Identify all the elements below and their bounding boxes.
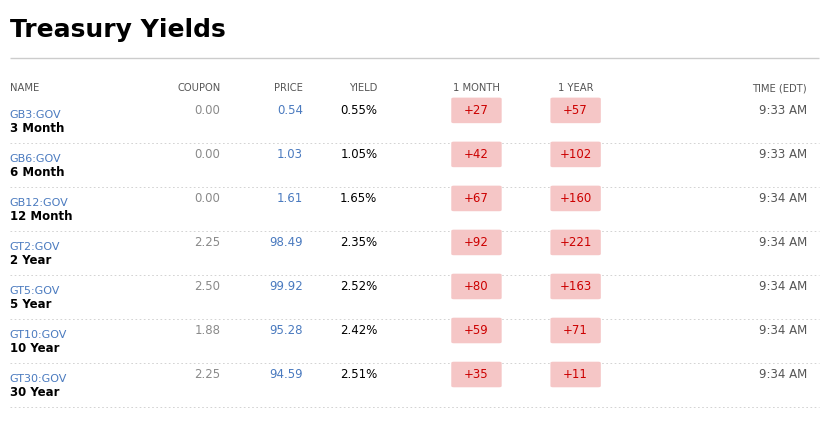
- Text: 1 YEAR: 1 YEAR: [557, 83, 593, 93]
- Text: 6 Month: 6 Month: [10, 166, 64, 179]
- Text: 10 Year: 10 Year: [10, 342, 59, 355]
- Text: GT2:GOV: GT2:GOV: [10, 242, 60, 252]
- Text: +71: +71: [562, 324, 587, 337]
- Text: 2.35%: 2.35%: [339, 236, 377, 249]
- FancyBboxPatch shape: [550, 274, 600, 299]
- Text: 9:34 AM: 9:34 AM: [758, 368, 806, 381]
- Text: 1.65%: 1.65%: [339, 192, 377, 205]
- Text: 95.28: 95.28: [269, 324, 302, 337]
- Text: 9:33 AM: 9:33 AM: [758, 104, 806, 117]
- FancyBboxPatch shape: [450, 318, 501, 343]
- FancyBboxPatch shape: [550, 142, 600, 167]
- Text: 9:33 AM: 9:33 AM: [758, 148, 806, 161]
- Text: 30 Year: 30 Year: [10, 386, 59, 399]
- Text: Treasury Yields: Treasury Yields: [10, 18, 225, 42]
- Text: 12 Month: 12 Month: [10, 210, 72, 223]
- FancyBboxPatch shape: [550, 186, 600, 211]
- Text: +42: +42: [464, 148, 489, 161]
- Text: 0.55%: 0.55%: [340, 104, 377, 117]
- Text: 1.03: 1.03: [277, 148, 302, 161]
- Text: +27: +27: [464, 104, 489, 117]
- Text: 9:34 AM: 9:34 AM: [758, 280, 806, 293]
- Text: 1 MONTH: 1 MONTH: [452, 83, 499, 93]
- Text: 0.00: 0.00: [195, 148, 220, 161]
- FancyBboxPatch shape: [450, 97, 501, 123]
- FancyBboxPatch shape: [550, 362, 600, 387]
- Text: 2.52%: 2.52%: [339, 280, 377, 293]
- FancyBboxPatch shape: [450, 274, 501, 299]
- Text: +11: +11: [562, 368, 587, 381]
- Text: NAME: NAME: [10, 83, 39, 93]
- Text: 1.88: 1.88: [194, 324, 220, 337]
- Text: 2.25: 2.25: [194, 236, 220, 249]
- Text: 0.00: 0.00: [195, 192, 220, 205]
- Text: 99.92: 99.92: [269, 280, 302, 293]
- Text: GB6:GOV: GB6:GOV: [10, 154, 61, 164]
- Text: 98.49: 98.49: [269, 236, 302, 249]
- Text: 2.50: 2.50: [194, 280, 220, 293]
- FancyBboxPatch shape: [550, 230, 600, 255]
- Text: +67: +67: [464, 192, 489, 205]
- Text: 9:34 AM: 9:34 AM: [758, 192, 806, 205]
- Text: COUPON: COUPON: [177, 83, 220, 93]
- Text: +35: +35: [464, 368, 489, 381]
- Text: 3 Month: 3 Month: [10, 122, 64, 135]
- Text: 0.00: 0.00: [195, 104, 220, 117]
- Text: +80: +80: [464, 280, 489, 293]
- FancyBboxPatch shape: [450, 362, 501, 387]
- Text: +163: +163: [559, 280, 591, 293]
- Text: 2 Year: 2 Year: [10, 254, 51, 267]
- Text: +160: +160: [559, 192, 591, 205]
- Text: 9:34 AM: 9:34 AM: [758, 236, 806, 249]
- Text: GB12:GOV: GB12:GOV: [10, 197, 69, 208]
- Text: +57: +57: [562, 104, 587, 117]
- FancyBboxPatch shape: [450, 142, 501, 167]
- FancyBboxPatch shape: [450, 186, 501, 211]
- Text: 0.54: 0.54: [277, 104, 302, 117]
- Text: GB3:GOV: GB3:GOV: [10, 110, 61, 119]
- Text: PRICE: PRICE: [274, 83, 302, 93]
- FancyBboxPatch shape: [550, 97, 600, 123]
- Text: +59: +59: [464, 324, 489, 337]
- FancyBboxPatch shape: [550, 318, 600, 343]
- Text: 2.42%: 2.42%: [339, 324, 377, 337]
- Text: TIME (EDT): TIME (EDT): [752, 83, 806, 93]
- Text: +221: +221: [559, 236, 591, 249]
- Text: 2.51%: 2.51%: [339, 368, 377, 381]
- FancyBboxPatch shape: [450, 230, 501, 255]
- Text: 94.59: 94.59: [269, 368, 302, 381]
- Text: GT5:GOV: GT5:GOV: [10, 286, 60, 296]
- Text: YIELD: YIELD: [349, 83, 377, 93]
- Text: +102: +102: [559, 148, 591, 161]
- Text: GT10:GOV: GT10:GOV: [10, 330, 67, 340]
- Text: +92: +92: [464, 236, 489, 249]
- Text: 1.61: 1.61: [277, 192, 302, 205]
- Text: 5 Year: 5 Year: [10, 298, 51, 311]
- Text: 9:34 AM: 9:34 AM: [758, 324, 806, 337]
- Text: GT30:GOV: GT30:GOV: [10, 374, 67, 384]
- Text: 1.05%: 1.05%: [339, 148, 377, 161]
- Text: 2.25: 2.25: [194, 368, 220, 381]
